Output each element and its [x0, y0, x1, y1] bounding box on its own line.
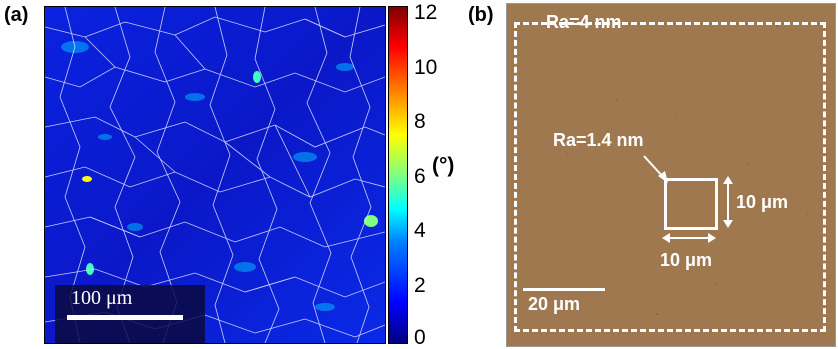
colorbar-tick-8: 8 — [414, 110, 426, 133]
inner-roughness-label: Ra=1.4 nm — [553, 130, 644, 150]
colorbar-tick-2: 2 — [414, 274, 426, 297]
inner-measurement-square — [664, 178, 718, 230]
ebsd-scale-bar — [67, 315, 183, 320]
ebsd-misorientation-map: 100 μm — [44, 6, 386, 344]
misorientation-colorbar — [388, 6, 408, 344]
colorbar-tick-10: 10 — [414, 56, 438, 79]
colorbar-tick-0: 0 — [414, 326, 426, 349]
colorbar-tick-12: 12 — [414, 1, 438, 24]
colorbar-unit: (°) — [432, 154, 455, 177]
width-dimension-arrow — [662, 233, 716, 243]
ebsd-scale-bar-label: 100 μm — [71, 287, 133, 309]
afm-scale-bar — [523, 288, 605, 291]
afm-scale-bar-label: 20 μm — [528, 294, 581, 314]
afm-texture — [566, 24, 808, 316]
outer-roughness-label: Ra=4 nm — [546, 12, 622, 32]
panel-a-label: (a) — [4, 4, 29, 26]
colorbar-tick-4: 4 — [414, 219, 426, 242]
square-width-label: 10 μm — [660, 250, 713, 270]
outer-measurement-region — [514, 22, 826, 332]
colorbar-tick-6: 6 — [414, 165, 426, 188]
height-dimension-arrow — [723, 176, 733, 228]
panel-b-label: (b) — [468, 4, 494, 26]
square-height-label: 10 μm — [736, 192, 789, 212]
ebsd-map-image — [45, 7, 385, 343]
